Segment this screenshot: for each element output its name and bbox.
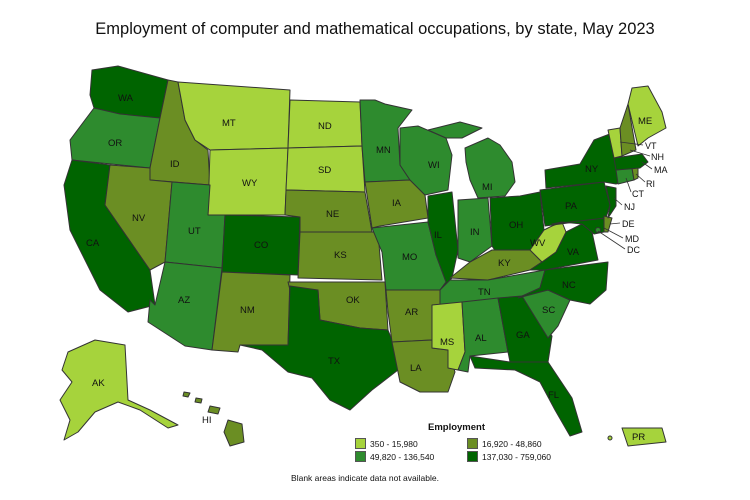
state-mt[interactable] (177, 81, 291, 151)
label-ky: KY (498, 258, 511, 269)
label-vt: VT (645, 141, 657, 151)
label-mt: MT (222, 118, 236, 129)
label-ms: MS (440, 337, 454, 348)
state-ak[interactable] (59, 339, 179, 441)
legend-item-bin-0: 350 - 15,980 (355, 438, 418, 449)
label-sd: SD (318, 165, 331, 176)
label-co: CO (254, 240, 268, 251)
legend-swatch (467, 438, 478, 449)
label-or: OR (108, 138, 122, 149)
label-mn: MN (376, 145, 391, 156)
state-ks[interactable] (297, 231, 383, 281)
state-hi[interactable] (182, 391, 245, 447)
label-ma: MA (654, 165, 668, 175)
label-fl: FL (548, 390, 559, 401)
label-la: LA (410, 363, 422, 374)
state-de[interactable] (603, 215, 613, 233)
label-tn: TN (478, 287, 491, 298)
label-nm: NM (240, 305, 255, 316)
label-wi: WI (428, 160, 440, 171)
label-wa: WA (118, 93, 134, 104)
leader-line (629, 149, 651, 157)
label-md: MD (625, 234, 639, 244)
label-mi: MI (482, 182, 493, 193)
label-ri: RI (646, 179, 655, 189)
label-in: IN (470, 227, 480, 238)
leader-line (609, 222, 621, 225)
state-mn[interactable] (359, 99, 413, 183)
leader-line (619, 141, 644, 146)
label-me: ME (638, 116, 652, 127)
label-ne: NE (326, 209, 339, 220)
state-nc[interactable] (517, 261, 609, 305)
state-ct[interactable] (615, 167, 635, 185)
state-in[interactable] (457, 197, 493, 263)
label-ks: KS (334, 250, 347, 261)
label-nj: NJ (624, 202, 635, 212)
legend-item-bin-2: 49,820 - 136,540 (355, 451, 434, 462)
label-hi: HI (202, 415, 212, 426)
label-pa: PA (565, 201, 578, 212)
label-nc: NC (562, 280, 576, 291)
label-ga: GA (516, 330, 530, 341)
legend-label: 137,030 - 759,060 (482, 451, 552, 462)
label-ct: CT (632, 189, 644, 199)
state-tx[interactable] (239, 285, 399, 411)
data-availability-note: Blank areas indicate data not available. (291, 473, 439, 483)
label-tx: TX (328, 356, 341, 367)
territory-pr[interactable] (621, 427, 667, 447)
leader-line (603, 227, 624, 239)
territory-vi (607, 435, 613, 441)
label-ia: IA (392, 198, 402, 209)
state-dc[interactable] (595, 227, 601, 233)
label-nh: NH (651, 152, 664, 162)
legend-swatch (355, 438, 366, 449)
state-wv[interactable] (529, 221, 567, 263)
legend-item-bin-1: 16,920 - 48,860 (467, 438, 542, 449)
legend-label: 350 - 15,980 (370, 438, 418, 449)
state-ma[interactable] (613, 153, 649, 171)
label-ok: OK (346, 295, 360, 306)
label-al: AL (475, 333, 487, 344)
leader-line (597, 230, 626, 250)
legend-swatch (467, 451, 478, 462)
label-wv: WV (530, 238, 546, 249)
label-wy: WY (242, 178, 258, 189)
label-pr: PR (632, 432, 645, 443)
label-mo: MO (402, 252, 417, 263)
label-az: AZ (178, 295, 190, 306)
label-nd: ND (318, 121, 332, 132)
state-fl[interactable] (469, 355, 583, 437)
legend-label: 49,820 - 136,540 (370, 451, 435, 462)
label-oh: OH (509, 220, 523, 231)
label-va: VA (567, 247, 580, 258)
label-ca: CA (86, 238, 100, 249)
state-mi[interactable] (427, 121, 516, 199)
leader-line (635, 173, 646, 183)
label-ut: UT (188, 226, 201, 237)
label-de: DE (622, 219, 635, 229)
label-sc: SC (542, 305, 555, 316)
label-il: IL (434, 230, 442, 241)
label-nv: NV (132, 213, 146, 224)
legend-swatch (355, 451, 366, 462)
legend-item-bin-3: 137,030 - 759,060 (467, 451, 551, 462)
state-az[interactable] (147, 261, 223, 351)
legend-title: Employment (428, 422, 486, 433)
label-dc: DC (627, 245, 640, 255)
label-ny: NY (585, 164, 599, 175)
leader-line (641, 161, 653, 170)
leader-line (613, 197, 623, 206)
legend-label: 16,920 - 48,860 (482, 438, 542, 449)
leader-line (625, 177, 632, 193)
state-wi[interactable] (399, 125, 453, 196)
label-id: ID (170, 159, 180, 170)
state-nh[interactable] (619, 103, 637, 157)
label-ak: AK (92, 378, 105, 389)
label-ar: AR (405, 307, 418, 318)
map-title: Employment of computer and mathematical … (95, 20, 655, 38)
state-nj[interactable] (605, 185, 617, 219)
